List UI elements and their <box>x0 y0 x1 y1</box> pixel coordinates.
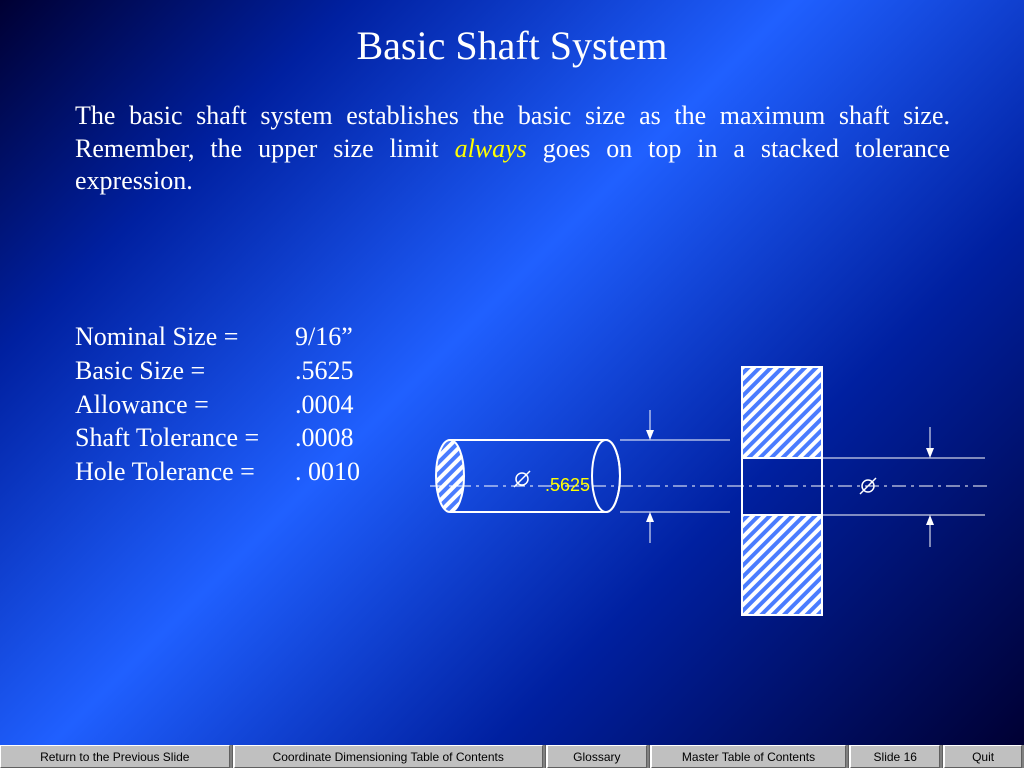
hole-block-icon <box>742 367 822 615</box>
spec-row: Shaft Tolerance =.0008 <box>75 421 360 455</box>
master-toc-button[interactable]: Master Table of Contents <box>651 745 847 768</box>
nav-bar: Return to the Previous Slide Coordinate … <box>0 745 1024 768</box>
spec-label: Basic Size = <box>75 354 295 388</box>
spec-row: Allowance =.0004 <box>75 388 360 422</box>
quit-button[interactable]: Quit <box>944 745 1022 768</box>
spec-value: . 0010 <box>295 455 360 489</box>
spec-row: Basic Size =.5625 <box>75 354 360 388</box>
coord-toc-button[interactable]: Coordinate Dimensioning Table of Content… <box>234 745 543 768</box>
diameter-icon <box>860 478 876 494</box>
spec-label: Allowance = <box>75 388 295 422</box>
page-title: Basic Shaft System <box>0 22 1024 69</box>
dimension-value: .5625 <box>545 475 590 496</box>
spec-list: Nominal Size =9/16” Basic Size =.5625 Al… <box>75 320 360 489</box>
shaft-hole-diagram <box>430 355 990 655</box>
return-prev-button[interactable]: Return to the Previous Slide <box>0 745 230 768</box>
spec-row: Hole Tolerance =. 0010 <box>75 455 360 489</box>
glossary-button[interactable]: Glossary <box>547 745 647 768</box>
spec-label: Nominal Size = <box>75 320 295 354</box>
arrow-down-icon <box>926 427 934 458</box>
slide-background: Basic Shaft System The basic shaft syste… <box>0 0 1024 745</box>
spec-label: Hole Tolerance = <box>75 455 295 489</box>
spec-label: Shaft Tolerance = <box>75 421 295 455</box>
slide-number: Slide 16 <box>850 745 940 768</box>
arrow-up-icon <box>646 512 654 543</box>
spec-value: .5625 <box>295 354 354 388</box>
diameter-icon <box>514 471 530 487</box>
body-paragraph: The basic shaft system establishes the b… <box>75 100 950 198</box>
arrow-down-icon <box>646 410 654 440</box>
spec-value: .0004 <box>295 388 354 422</box>
body-emphasis: always <box>455 134 527 163</box>
spec-value: 9/16” <box>295 320 353 354</box>
spec-row: Nominal Size =9/16” <box>75 320 360 354</box>
arrow-up-icon <box>926 515 934 547</box>
spec-value: .0008 <box>295 421 354 455</box>
